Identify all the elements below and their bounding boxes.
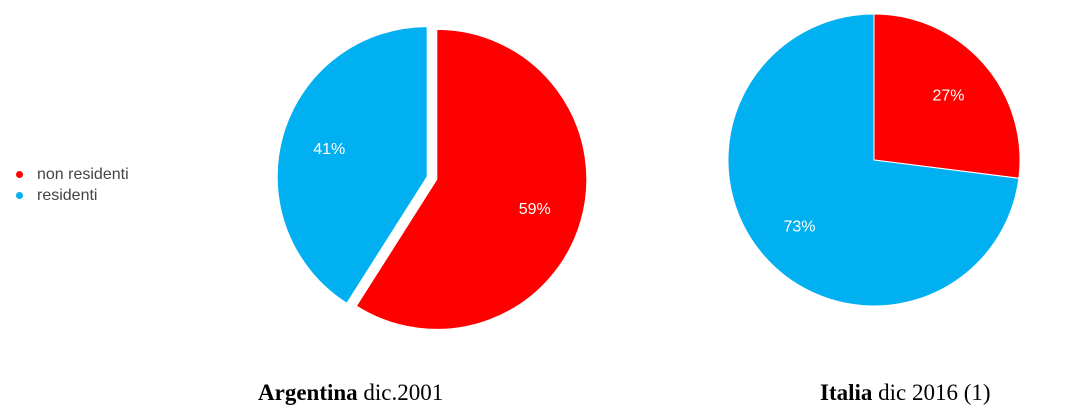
caption-country-argentina: Argentina [258, 380, 358, 405]
pie-argentina: 59% 41% [276, 26, 588, 330]
data-label-argentina-non-residenti: 59% [519, 201, 551, 218]
pie-slice-argentina-residenti [276, 26, 428, 304]
legend-marker-residenti [16, 192, 23, 199]
data-label-italia-residenti: 73% [784, 219, 816, 236]
pie-italia: 27% 73% [727, 13, 1021, 307]
pie-slice-italia-residenti [727, 13, 1020, 307]
data-label-italia-non-residenti: 27% [932, 87, 964, 104]
pie-slice-italia-non-residenti [873, 13, 1021, 179]
legend-item-residenti: residenti [16, 185, 129, 206]
chart-caption-argentina: Argentina dic.2001 [258, 380, 443, 406]
chart-caption-italia: Italia dic 2016 (1) [820, 380, 991, 406]
caption-date-argentina: dic.2001 [357, 380, 444, 405]
legend-label-residenti: residenti [37, 186, 98, 204]
pie-slice-argentina-non-residenti [355, 28, 588, 330]
data-label-argentina-residenti: 41% [313, 141, 345, 158]
legend-item-non-residenti: non residenti [16, 164, 129, 185]
legend-marker-non-residenti [16, 171, 23, 178]
caption-date-italia: dic 2016 (1) [872, 380, 991, 405]
caption-country-italia: Italia [820, 380, 873, 405]
legend-label-non-residenti: non residenti [37, 165, 129, 183]
legend: non residenti residenti [16, 164, 129, 206]
